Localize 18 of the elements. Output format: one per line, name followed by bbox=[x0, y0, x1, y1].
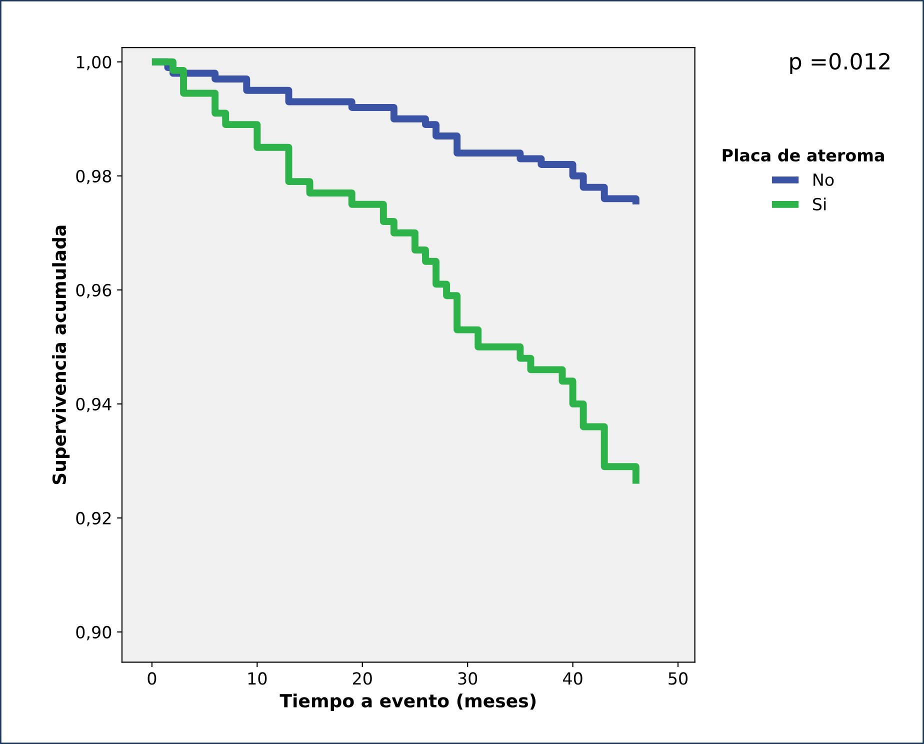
x-tick-label: 40 bbox=[563, 672, 582, 685]
legend-title: Placa de ateroma bbox=[722, 148, 884, 162]
y-axis-title: Supervivencia acumulada bbox=[52, 226, 70, 484]
x-tick-label: 0 bbox=[148, 672, 156, 685]
y-tick-label: 1,00 bbox=[76, 56, 112, 70]
legend-label: No bbox=[814, 174, 834, 186]
y-tick-label: 0,94 bbox=[76, 398, 112, 412]
x-tick-label: 30 bbox=[458, 672, 478, 685]
y-tick-label: 0,96 bbox=[76, 284, 112, 298]
y-tick-label: 0,90 bbox=[76, 626, 112, 640]
x-tick-label: 50 bbox=[668, 672, 688, 685]
legend-label: Si bbox=[813, 198, 826, 210]
x-tick-label: 10 bbox=[248, 672, 267, 685]
text: p =0.012 bbox=[790, 52, 890, 74]
x-tick-label: 20 bbox=[352, 672, 372, 685]
y-tick-label: 0,92 bbox=[76, 512, 111, 526]
y-tick-label: 0,98 bbox=[76, 170, 112, 184]
x-axis-title: Tiempo a evento (meses) bbox=[280, 694, 536, 712]
